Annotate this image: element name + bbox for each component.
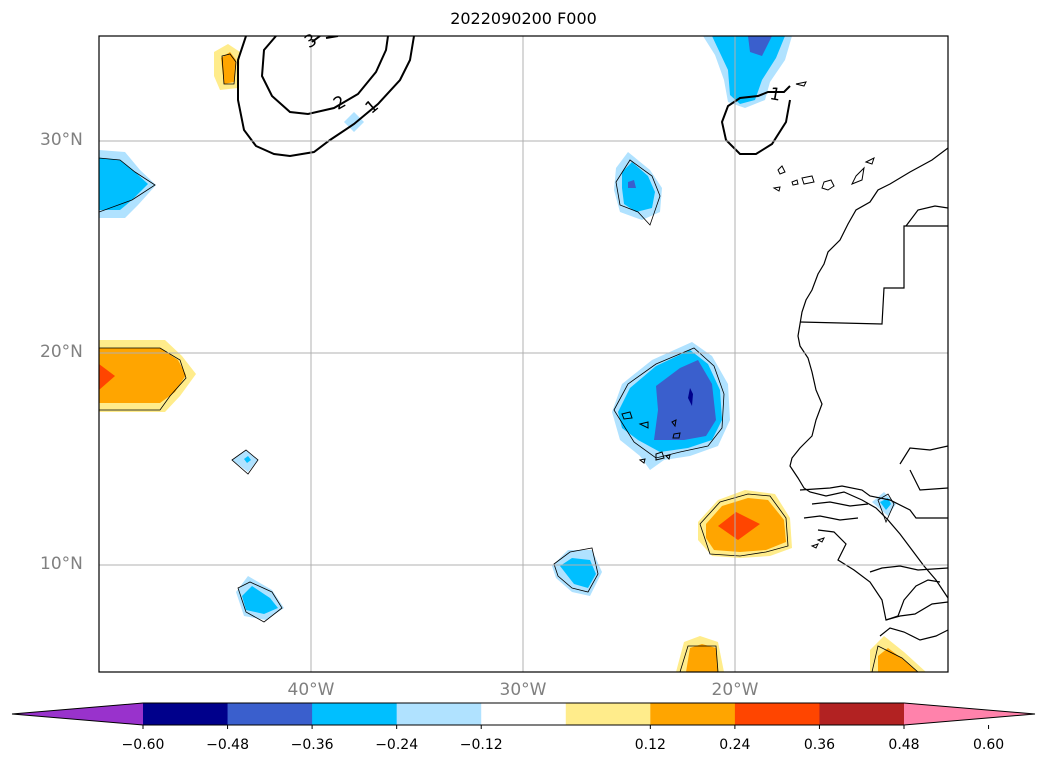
colorbar-segment	[650, 703, 736, 725]
colorbar-extend-high	[904, 703, 1035, 725]
latitude-label: 10°N	[40, 554, 83, 574]
colorbar-tick-label: −0.60	[121, 737, 165, 753]
positive-anomaly-blob	[878, 648, 918, 672]
colorbar-segment	[819, 703, 905, 725]
thick-contours	[237, 36, 791, 158]
negative-anomaly-blob	[99, 158, 148, 210]
negative-anomaly-blob	[622, 162, 655, 212]
negative-anomaly-blob	[748, 36, 772, 56]
negative-anomaly-blob	[628, 180, 636, 188]
colorbar-segment	[227, 703, 313, 725]
colorbar-tick-label: 0.24	[719, 737, 751, 753]
positive-anomaly-blob	[221, 52, 236, 84]
negative-anomaly-blob	[244, 456, 251, 463]
negative-anomaly-blob	[654, 360, 716, 440]
colorbar-extend-low	[12, 703, 143, 725]
positive-anomaly-blob	[99, 364, 115, 390]
longitude-label: 20°W	[711, 680, 759, 700]
positive-anomaly-blob	[99, 348, 186, 403]
latitude-label: 20°N	[40, 342, 83, 362]
longitude-label: 40°W	[287, 680, 335, 700]
colorbar-tick-label: −0.36	[290, 737, 334, 753]
colorbar-tick-label: −0.12	[459, 737, 503, 753]
negative-anomaly-blob	[688, 388, 693, 406]
positive-anomaly-blob	[686, 644, 718, 672]
thin-contours	[99, 53, 919, 672]
negative-anomaly-blob	[712, 36, 785, 104]
colorbar-segment	[312, 703, 398, 725]
anomaly-field	[99, 36, 948, 672]
colorbar-tick-label: 0.48	[888, 737, 920, 753]
negative-anomaly-blob	[880, 498, 891, 510]
colorbar-tick-label: 0.60	[972, 737, 1005, 753]
colorbar-segment	[734, 703, 820, 725]
colorbar-segment	[481, 703, 567, 725]
contour-label: 1	[768, 84, 782, 106]
latitude-label: 30°N	[40, 130, 83, 150]
negative-anomaly-blob	[242, 586, 278, 614]
colorbar-segment	[396, 703, 482, 725]
gridlines	[99, 36, 948, 672]
colorbar-tick-label: 0.12	[634, 737, 666, 753]
islands	[621, 81, 875, 549]
colorbar-segment	[143, 703, 229, 725]
map-title: 2022090200 F000	[450, 9, 597, 28]
longitude-label: 30°W	[499, 680, 547, 700]
colorbar-tick-label: −0.48	[206, 737, 249, 753]
colorbar-tick-label: −0.24	[375, 737, 419, 753]
colorbar-segment	[565, 703, 651, 725]
colorbar-tick-label: 0.36	[803, 737, 836, 753]
positive-anomaly-blob	[718, 512, 760, 540]
map-frame	[98, 35, 949, 673]
coastline	[789, 147, 948, 641]
colorbar	[11, 702, 1036, 729]
